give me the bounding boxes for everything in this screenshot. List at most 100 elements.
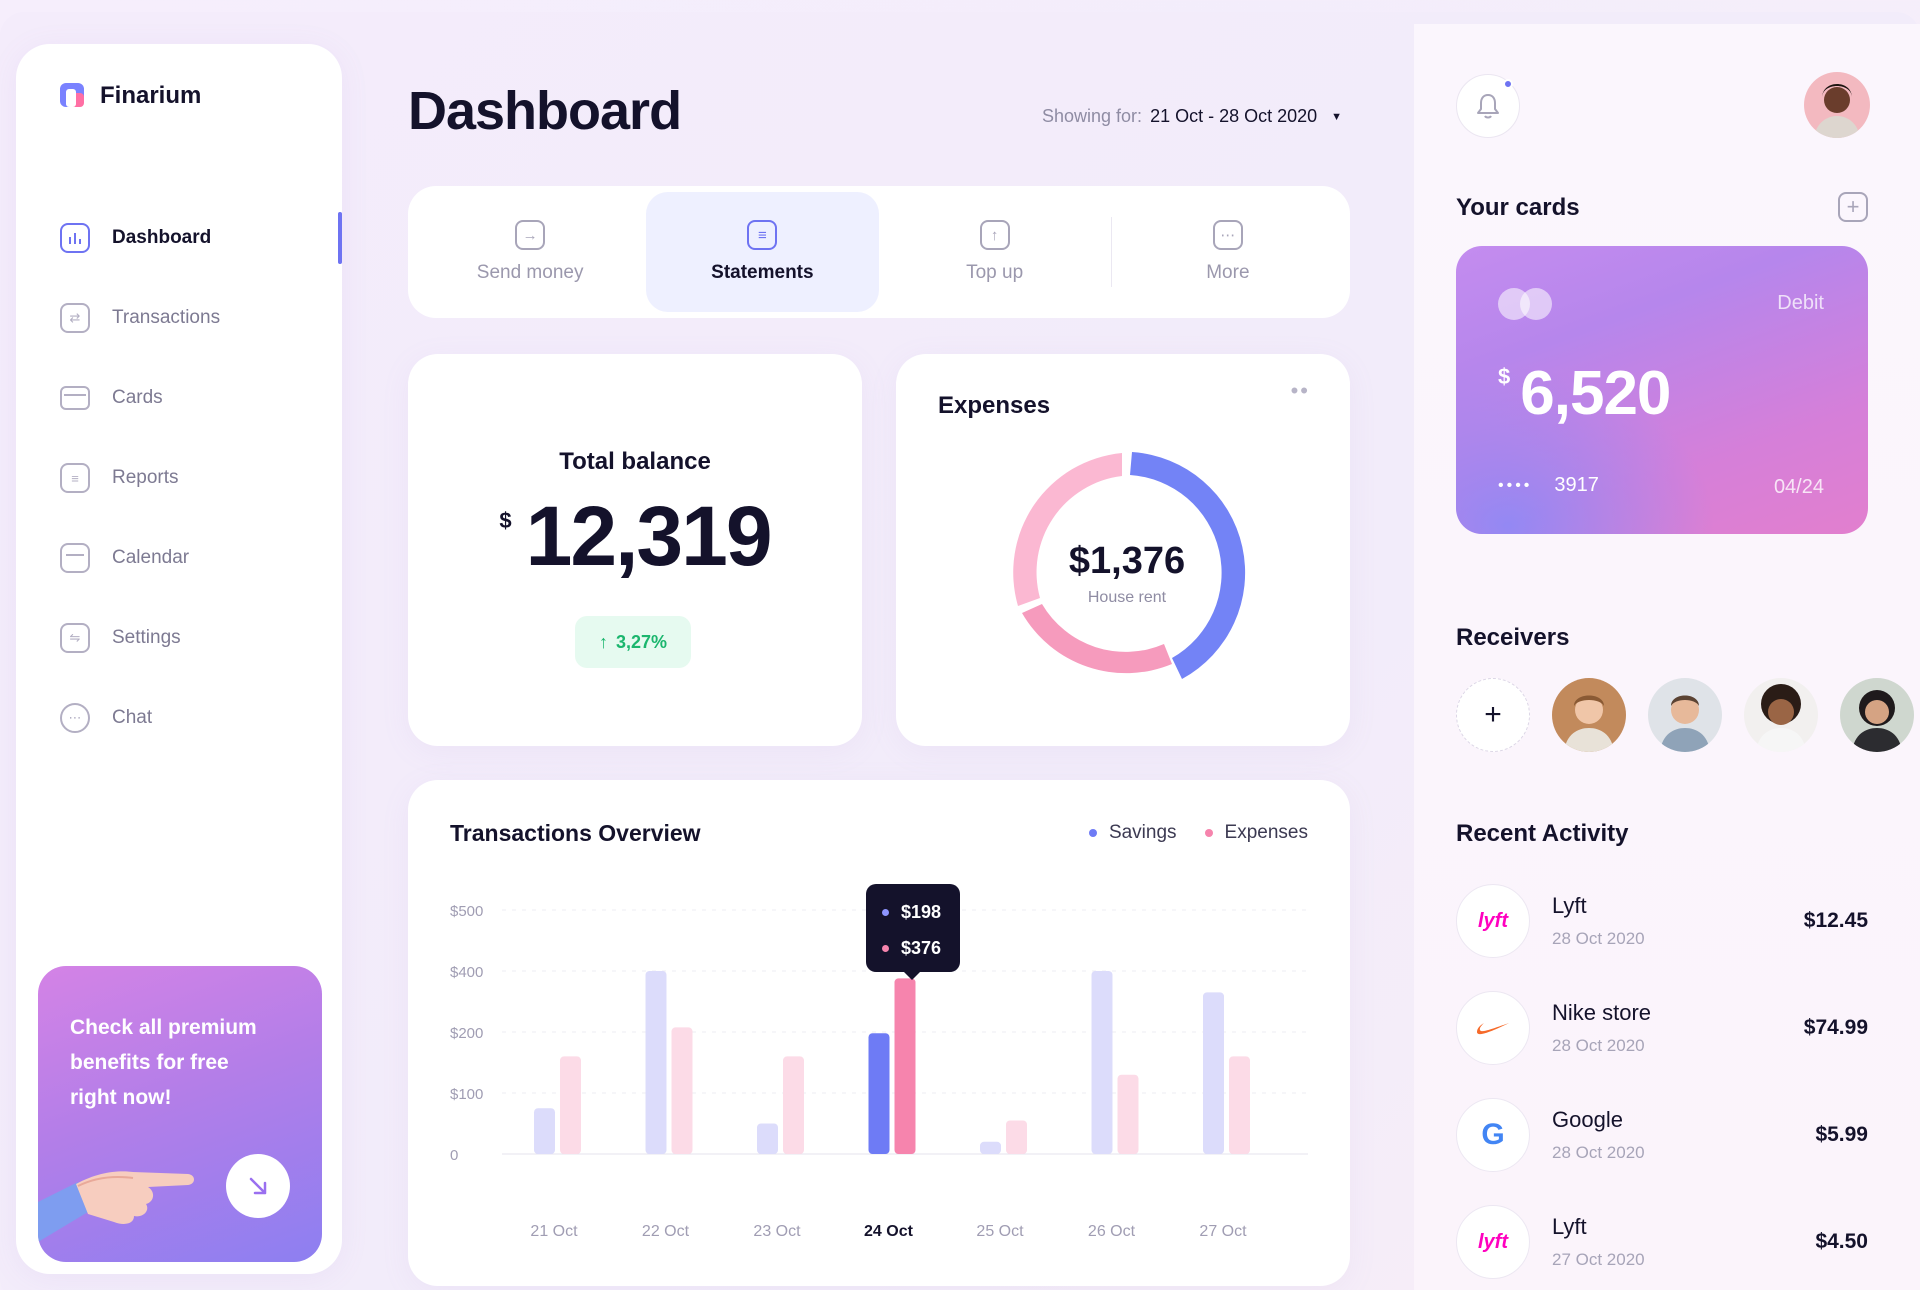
bar-expenses-23-oct[interactable] [783, 1056, 804, 1154]
sidebar-item-cards[interactable]: Cards [60, 372, 342, 424]
recent-activity-title: Recent Activity [1456, 820, 1629, 847]
bar-expenses-22-oct[interactable] [671, 1027, 693, 1154]
sidebar-item-label: Reports [112, 467, 179, 488]
chat-icon: ⋯ [60, 703, 90, 733]
bar-savings-26-oct[interactable] [1091, 971, 1113, 1154]
premium-promo-card: Check all premium benefits for free righ… [38, 966, 322, 1262]
receivers-list: + [1456, 678, 1914, 752]
nike-logo-icon [1456, 991, 1530, 1065]
statements-button[interactable]: ≡ Statements [646, 192, 879, 312]
x-tick-label: 24 Oct [864, 1223, 914, 1240]
donut-segment-other [1013, 453, 1122, 606]
recent-activity-list: lyft Lyft 28 Oct 2020 $12.45 Nike store … [1456, 884, 1868, 1290]
send-money-button[interactable]: → Send money [414, 192, 646, 312]
receiver-avatar[interactable] [1744, 678, 1818, 752]
date-range-value: 21 Oct - 28 Oct 2020 [1150, 106, 1318, 126]
x-tick-label: 26 Oct [1088, 1223, 1136, 1240]
add-receiver-button[interactable]: + [1456, 678, 1530, 752]
list-item[interactable]: lyft Lyft 27 Oct 2020 $4.50 [1456, 1205, 1868, 1279]
chart-legend: Savings Expenses [1088, 822, 1308, 844]
activity-amount: $4.50 [1815, 1230, 1868, 1253]
bar-expenses-21-oct[interactable] [560, 1056, 581, 1154]
bar-savings-24-oct[interactable] [868, 1033, 890, 1154]
lyft-logo-icon: lyft [1456, 884, 1530, 958]
activity-date: 27 Oct 2020 [1552, 1250, 1645, 1269]
action-label: Send money [476, 262, 584, 283]
activity-amount: $5.99 [1815, 1123, 1868, 1146]
sidebar-item-reports[interactable]: ≡ Reports [60, 452, 342, 504]
avatar[interactable] [1804, 72, 1870, 138]
balance-change-value: 3,27% [615, 631, 668, 652]
receiver-avatar[interactable] [1552, 678, 1626, 752]
bar-savings-27-oct[interactable] [1203, 992, 1224, 1154]
list-item[interactable]: G Google 28 Oct 2020 $5.99 [1456, 1098, 1868, 1172]
legend-savings[interactable]: Savings [1088, 822, 1177, 844]
donut-segment-food [1022, 604, 1172, 674]
receiver-avatar[interactable] [1648, 678, 1722, 752]
x-tick-label: 21 Oct [530, 1223, 578, 1240]
y-tick-label: $100 [450, 1086, 483, 1103]
sidebar-item-dashboard[interactable]: Dashboard [60, 212, 342, 264]
sidebar-item-label: Cards [112, 387, 163, 408]
caret-down-icon: ▼ [1331, 110, 1343, 123]
activity-amount: $74.99 [1803, 1016, 1868, 1039]
donut-center-value: $1,376 [1068, 539, 1186, 582]
list-item[interactable]: Nike store 28 Oct 2020 $74.99 [1456, 991, 1868, 1065]
brand-name: Finarium [100, 82, 202, 109]
date-range-selector[interactable]: Showing for: 21 Oct - 28 Oct 2020 ▼ [1042, 106, 1342, 127]
card-expiry: 04/24 [1773, 476, 1824, 498]
balance-change-badge: ↑ 3,27% [575, 616, 691, 668]
bar-expenses-24-oct[interactable] [894, 978, 916, 1154]
debit-card[interactable]: Debit $ 6,520 •••• 3917 04/24 [1456, 246, 1868, 534]
promo-arrow-button[interactable] [226, 1154, 290, 1218]
sidebar-item-chat[interactable]: ⋯ Chat [60, 692, 342, 744]
card-network-icon [1498, 288, 1552, 320]
expenses-title: Expenses [938, 392, 1051, 419]
activity-name: Google [1552, 1107, 1623, 1132]
balance-currency: $ [499, 508, 512, 533]
activity-date: 28 Oct 2020 [1552, 929, 1645, 948]
sidebar-nav: Dashboard ⇄ Transactions Cards ≡ Reports [60, 212, 342, 772]
notifications-button[interactable] [1456, 74, 1520, 138]
activity-amount: $12.45 [1803, 909, 1868, 932]
balance-value: 12,319 [525, 489, 773, 583]
bar-expenses-26-oct[interactable] [1117, 1074, 1139, 1154]
calendar-icon [60, 543, 90, 573]
legend-expenses[interactable]: Expenses [1204, 822, 1308, 844]
showing-label: Showing for: [1042, 106, 1143, 126]
tooltip-expenses: $376 [901, 937, 942, 958]
brand[interactable]: Finarium [60, 82, 201, 110]
sidebar-item-transactions[interactable]: ⇄ Transactions [60, 292, 342, 344]
tooltip-savings: $198 [901, 901, 942, 922]
bar-expenses-25-oct[interactable] [1006, 1120, 1027, 1154]
divider [1110, 217, 1112, 287]
activity-date: 28 Oct 2020 [1552, 1036, 1645, 1055]
transactions-bar-chart: $500 $400 $200 $100 0 21 Oct 22 Oct 23 Oct 24 Oc… [450, 903, 1308, 1240]
top-up-button[interactable]: ↑ Top up [879, 192, 1111, 312]
bar-savings-22-oct[interactable] [645, 971, 667, 1154]
card-number: •••• 3917 [1498, 474, 1599, 496]
card-type: Debit [1777, 292, 1824, 314]
more-icon[interactable]: •• [1290, 378, 1310, 403]
arrow-right-icon: → [515, 220, 546, 250]
bar-chart-icon [60, 223, 90, 253]
x-tick-label: 23 Oct [753, 1223, 801, 1240]
sidebar-item-settings[interactable]: ⇋ Settings [60, 612, 342, 664]
action-label: Top up [966, 262, 1024, 283]
more-button[interactable]: ⋯ More [1112, 192, 1344, 312]
donut-center-label: House rent [1087, 588, 1167, 606]
bar-savings-21-oct[interactable] [534, 1108, 555, 1154]
lyft-logo-icon: lyft [1456, 1205, 1530, 1279]
receiver-avatar[interactable] [1840, 678, 1914, 752]
sidebar-item-label: Chat [112, 707, 153, 728]
y-tick-label: $400 [450, 964, 483, 981]
list-item[interactable]: lyft Lyft 28 Oct 2020 $12.45 [1456, 884, 1868, 958]
bar-savings-25-oct[interactable] [980, 1141, 1001, 1154]
add-card-button[interactable]: + [1838, 192, 1868, 222]
sidebar-item-label: Calendar [112, 547, 190, 568]
donut-center: $1,376 House rent [992, 438, 1262, 708]
bar-savings-23-oct[interactable] [757, 1123, 778, 1155]
sidebar-item-calendar[interactable]: Calendar [60, 532, 342, 584]
your-cards-title: Your cards [1456, 194, 1580, 221]
bar-expenses-27-oct[interactable] [1229, 1056, 1250, 1154]
